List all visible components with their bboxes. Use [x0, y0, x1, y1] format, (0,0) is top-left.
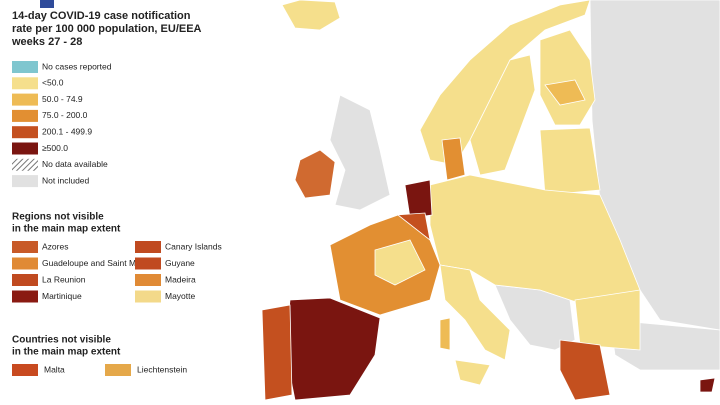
legend-label: No cases reported [42, 61, 112, 71]
legend-label: 75.0 - 200.0 [42, 110, 88, 120]
legend-label: ≥500.0 [42, 143, 68, 153]
country-label: Malta [44, 364, 65, 374]
legend-swatch [12, 241, 38, 253]
legend-label: Not included [42, 175, 90, 185]
region-label: Guyane [165, 258, 195, 268]
legend-swatch [12, 175, 38, 188]
legend-swatch [135, 257, 161, 270]
legend-swatch [12, 61, 38, 73]
map [261, 0, 720, 401]
region-label: Azores [42, 241, 68, 251]
legend-label: 200.1 - 499.9 [42, 126, 92, 136]
region-label: Martinique [42, 291, 82, 301]
title: rate per 100 000 population, EU/EEA [12, 23, 202, 35]
legend-label: 50.0 - 74.9 [42, 94, 83, 104]
section-title: in the main map extent [12, 224, 121, 235]
legend-swatch [12, 364, 38, 376]
region-label: Canary Islands [165, 241, 222, 251]
section-title: Regions not visible [12, 212, 104, 223]
legend-swatch [12, 142, 38, 155]
legend-swatch [135, 290, 161, 303]
legend-label: No data available [42, 159, 108, 169]
title: weeks 27 - 28 [11, 36, 82, 48]
region-label: Mayotte [165, 291, 196, 301]
legend-swatch [12, 274, 38, 286]
legend-swatch [12, 126, 38, 139]
section-title: Countries not visible [12, 335, 111, 346]
legend-swatch [12, 158, 38, 171]
legend-swatch [12, 109, 38, 122]
legend-label: <50.0 [42, 78, 64, 88]
country-label: Liechtenstein [137, 364, 187, 374]
logo [40, 0, 54, 8]
legend-swatch [12, 77, 38, 90]
region-label: La Reunion [42, 274, 86, 284]
legend-swatch [105, 364, 131, 376]
region-label: Guadeloupe and Saint Martin [42, 258, 153, 268]
legend-swatch [135, 241, 161, 253]
legend-swatch [135, 274, 161, 286]
legend-swatch [12, 93, 38, 106]
region-label: Madeira [165, 274, 196, 284]
legend-swatch [12, 290, 38, 303]
title: 14-day COVID-19 case notification [12, 10, 191, 22]
legend-swatch [12, 257, 38, 270]
section-title: in the main map extent [12, 347, 121, 358]
